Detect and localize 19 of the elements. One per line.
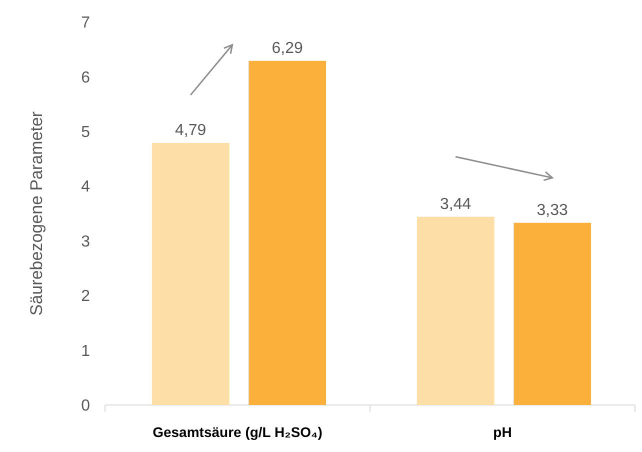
bar xyxy=(248,60,326,405)
x-tick-label: pH xyxy=(493,424,512,440)
bar xyxy=(152,142,230,405)
y-tick-label: 4 xyxy=(81,178,90,196)
y-tick-label: 5 xyxy=(81,124,90,142)
bar xyxy=(514,222,592,405)
y-axis-title: Säurebezogene Parameter xyxy=(27,111,46,316)
data-label: 3,44 xyxy=(440,196,472,213)
y-tick-label: 0 xyxy=(81,398,90,415)
bar xyxy=(416,216,494,405)
x-tick-label: Gesamtsäure (g/L H₂SO₄) xyxy=(152,424,322,440)
y-tick-label: 1 xyxy=(81,342,90,360)
y-tick-label: 3 xyxy=(81,233,90,250)
y-tick-label: 2 xyxy=(81,288,90,306)
data-label: 4,79 xyxy=(175,122,206,139)
y-tick-label: 7 xyxy=(81,14,90,32)
data-label: 6,29 xyxy=(272,40,303,57)
y-tick-label: 6 xyxy=(81,69,90,86)
data-label: 3,33 xyxy=(536,202,568,219)
